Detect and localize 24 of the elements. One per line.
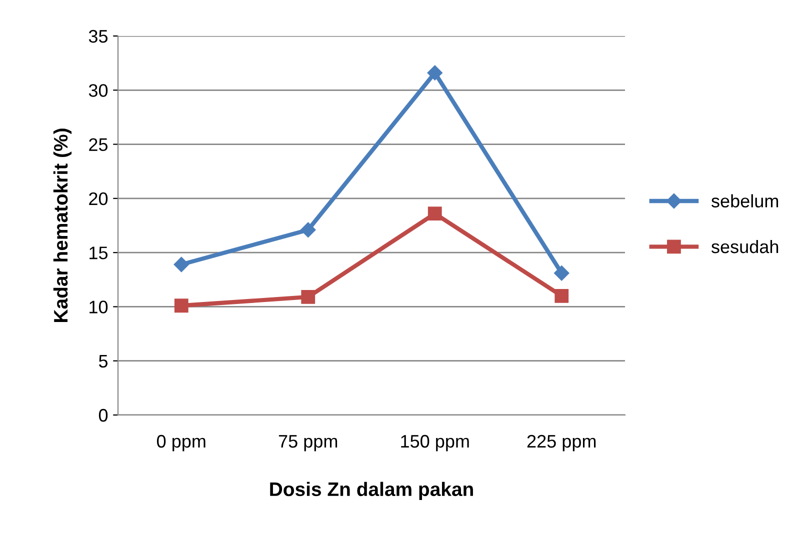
point xyxy=(174,256,189,272)
point xyxy=(300,222,316,238)
legend-label: sebelum xyxy=(711,194,778,208)
point xyxy=(554,266,570,281)
x-tick-label: 0 ppm xyxy=(156,434,206,452)
x-tick-label: 225 ppm xyxy=(527,434,596,452)
y-tick-label: 10 xyxy=(90,300,108,314)
x-axis-title: Dosis Zn dalam pakan xyxy=(270,482,473,500)
y-tick-label: 25 xyxy=(89,138,108,152)
y-tick-label: 15 xyxy=(90,246,108,260)
point xyxy=(174,298,188,313)
x-tick-label: 150 ppm xyxy=(401,434,469,452)
point xyxy=(301,290,316,304)
x-tick-label: 75 ppm xyxy=(278,435,338,452)
point xyxy=(428,206,442,221)
y-axis-title: Kadar hematokrit (%) xyxy=(53,128,72,322)
legend-label: sesudah xyxy=(711,240,778,254)
y-tick-label: 5 xyxy=(98,354,108,368)
point xyxy=(554,288,569,303)
y-tick-label: 20 xyxy=(89,192,108,206)
point xyxy=(427,65,442,80)
y-tick-label: 30 xyxy=(88,84,108,97)
y-tick-label: 35 xyxy=(88,30,108,43)
y-tick-label: 0 xyxy=(98,408,108,422)
